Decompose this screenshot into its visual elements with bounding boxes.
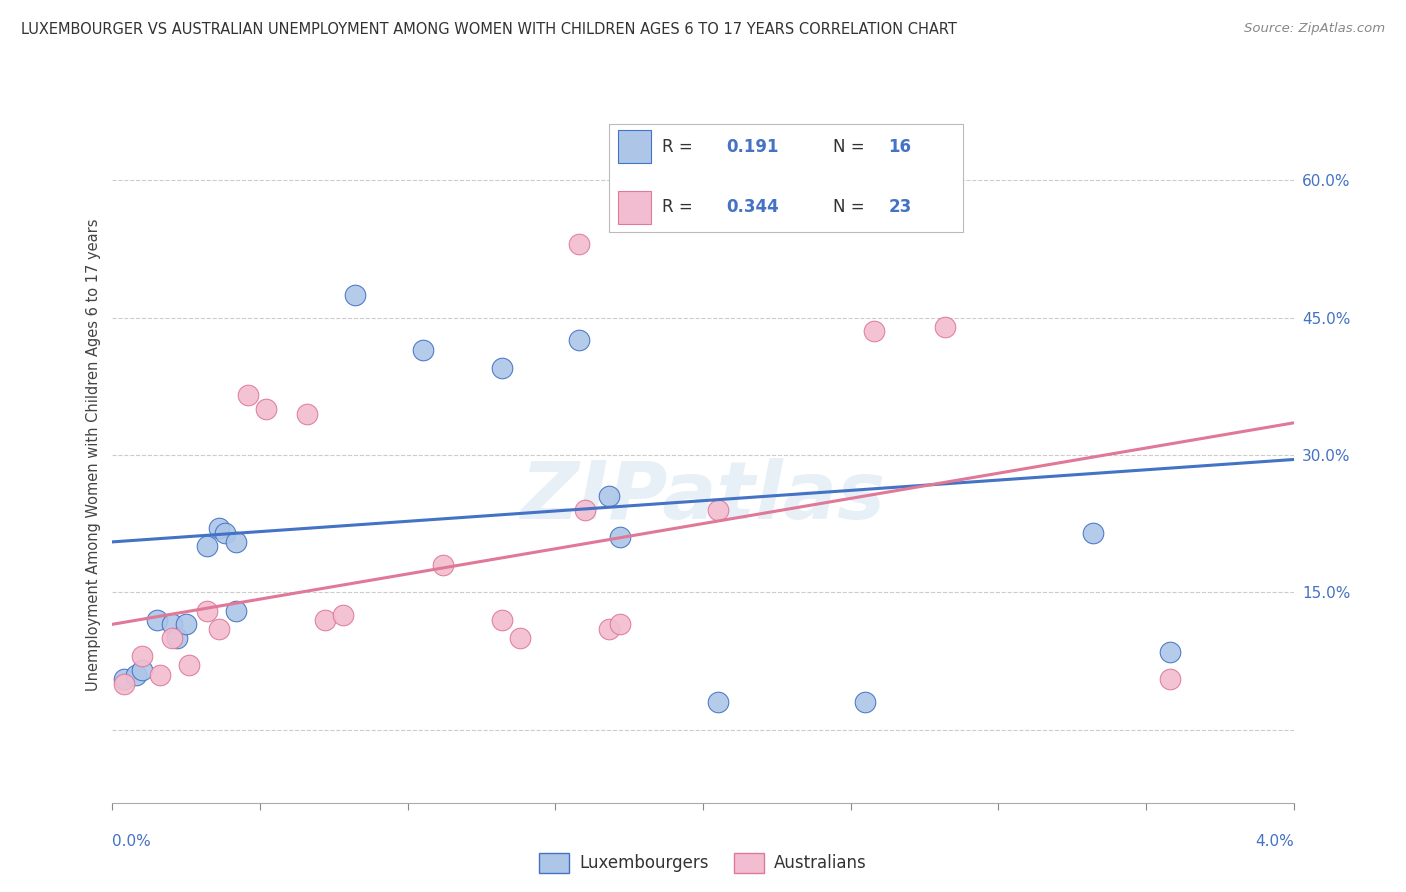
Point xyxy=(491,613,513,627)
Point xyxy=(568,334,591,348)
Text: N =: N = xyxy=(832,137,865,156)
Point xyxy=(131,663,153,677)
FancyBboxPatch shape xyxy=(619,191,651,224)
Point xyxy=(863,324,886,338)
Point xyxy=(1159,672,1181,686)
Point xyxy=(225,603,247,617)
Point xyxy=(432,558,454,572)
Point xyxy=(208,622,231,636)
Text: 0.344: 0.344 xyxy=(727,198,779,216)
Point xyxy=(214,525,236,540)
Point xyxy=(238,388,260,402)
FancyBboxPatch shape xyxy=(619,130,651,163)
Y-axis label: Unemployment Among Women with Children Ages 6 to 17 years: Unemployment Among Women with Children A… xyxy=(86,219,101,691)
Point xyxy=(574,503,596,517)
Text: 23: 23 xyxy=(889,198,911,216)
Text: 0.0%: 0.0% xyxy=(112,834,152,849)
Point xyxy=(131,649,153,664)
Point xyxy=(112,672,135,686)
FancyBboxPatch shape xyxy=(609,124,963,232)
Point xyxy=(1081,525,1104,540)
Point xyxy=(208,521,231,535)
Point xyxy=(254,402,277,417)
Point xyxy=(706,503,728,517)
Text: ZIPatlas: ZIPatlas xyxy=(520,458,886,536)
Text: 0.191: 0.191 xyxy=(727,137,779,156)
Point xyxy=(160,617,183,632)
Point xyxy=(934,319,956,334)
Text: 4.0%: 4.0% xyxy=(1254,834,1294,849)
Point xyxy=(112,677,135,691)
Point xyxy=(598,622,620,636)
Point xyxy=(166,631,188,645)
Text: Source: ZipAtlas.com: Source: ZipAtlas.com xyxy=(1244,22,1385,36)
Point xyxy=(314,613,336,627)
Text: R =: R = xyxy=(662,137,692,156)
Point xyxy=(174,617,197,632)
Point xyxy=(853,695,877,709)
Point xyxy=(412,343,434,357)
Point xyxy=(146,613,169,627)
Point xyxy=(149,667,172,681)
Text: 16: 16 xyxy=(889,137,911,156)
Point xyxy=(125,667,148,681)
Point xyxy=(609,530,631,544)
Point xyxy=(598,489,620,503)
Point xyxy=(297,407,319,421)
Text: R =: R = xyxy=(662,198,692,216)
Point xyxy=(343,287,366,301)
Legend: Luxembourgers, Australians: Luxembourgers, Australians xyxy=(533,847,873,880)
Point xyxy=(706,695,728,709)
Point xyxy=(568,237,591,252)
Point xyxy=(509,631,531,645)
Point xyxy=(179,658,201,673)
Point xyxy=(195,603,218,617)
Point xyxy=(332,608,354,623)
Point xyxy=(195,540,218,554)
Point xyxy=(160,631,183,645)
Text: LUXEMBOURGER VS AUSTRALIAN UNEMPLOYMENT AMONG WOMEN WITH CHILDREN AGES 6 TO 17 Y: LUXEMBOURGER VS AUSTRALIAN UNEMPLOYMENT … xyxy=(21,22,957,37)
Point xyxy=(225,534,247,549)
Point xyxy=(609,617,631,632)
Text: N =: N = xyxy=(832,198,865,216)
Point xyxy=(1159,645,1181,659)
Point xyxy=(491,361,513,376)
